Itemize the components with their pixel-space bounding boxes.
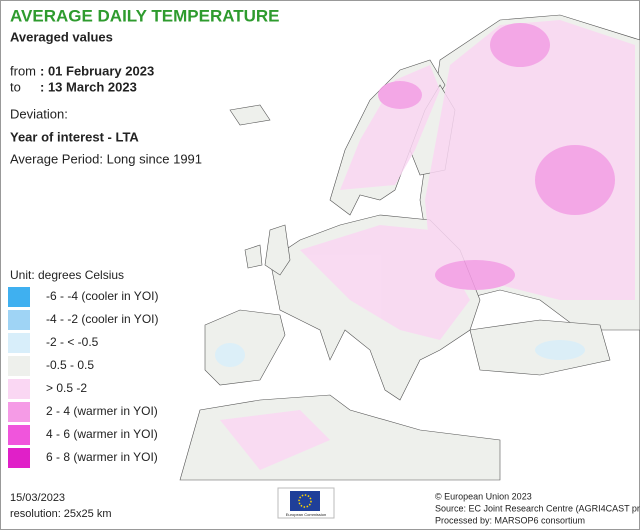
deviation-type: Year of interest - LTA — [10, 129, 139, 144]
cool-area — [535, 340, 585, 360]
cool-area — [215, 343, 245, 367]
date: 15/03/2023 — [10, 492, 65, 504]
legend-swatch — [8, 379, 30, 399]
land — [244, 244, 263, 269]
subtitle: Averaged values — [10, 29, 113, 44]
legend-label: 2 - 4 (warmer in YOI) — [46, 404, 158, 418]
legend-swatch — [8, 287, 30, 307]
average-period: Average Period: Long since 1991 — [10, 151, 202, 166]
legend-label: > 0.5 -2 — [46, 381, 87, 395]
logo-text: European Commission — [286, 512, 326, 517]
hot-area — [378, 81, 422, 109]
resolution: resolution: 25x25 km — [10, 508, 112, 520]
legend-swatch — [8, 448, 30, 468]
land — [264, 224, 291, 276]
processed-by: Processed by: MARSOP6 consortium — [435, 515, 585, 525]
deviation-label: Deviation: — [10, 106, 68, 121]
to-label: to — [10, 79, 21, 94]
from-label: from — [10, 63, 36, 78]
legend-unit: Unit: degrees Celsius — [10, 268, 124, 282]
hot-area — [490, 23, 550, 67]
legend-swatch — [8, 333, 30, 353]
legend-label: -6 - -4 (cooler in YOI) — [46, 289, 158, 303]
legend-swatch — [8, 402, 30, 422]
hot-area — [535, 145, 615, 215]
eu-flag — [290, 491, 320, 511]
legend: -6 - -4 (cooler in YOI) -4 - -2 (cooler i… — [8, 287, 158, 468]
warm-area — [425, 20, 635, 300]
legend-label: 4 - 6 (warmer in YOI) — [46, 427, 158, 441]
anomaly-overlay — [215, 20, 635, 470]
title: AVERAGE DAILY TEMPERATURE — [10, 6, 280, 25]
legend-label: -0.5 - 0.5 — [46, 358, 94, 372]
hot-area — [435, 260, 515, 290]
eu-logo: European Commission — [277, 487, 335, 519]
eu-stars — [298, 494, 312, 508]
legend-label: -2 - < -0.5 — [46, 335, 99, 349]
warm-area — [300, 225, 470, 340]
map-area — [179, 14, 640, 481]
source: Source: EC Joint Research Centre (AGRI4C… — [435, 503, 640, 513]
legend-label: -4 - -2 (cooler in YOI) — [46, 312, 158, 326]
land — [229, 104, 271, 126]
warm-area — [220, 410, 330, 470]
legend-swatch — [8, 425, 30, 445]
legend-label: 6 - 8 (warmer in YOI) — [46, 450, 158, 464]
copyright: © European Union 2023 — [435, 491, 532, 501]
legend-swatch — [8, 356, 30, 376]
from-date: : 01 February 2023 — [40, 63, 154, 78]
legend-swatch — [8, 310, 30, 330]
to-date: : 13 March 2023 — [40, 79, 137, 94]
